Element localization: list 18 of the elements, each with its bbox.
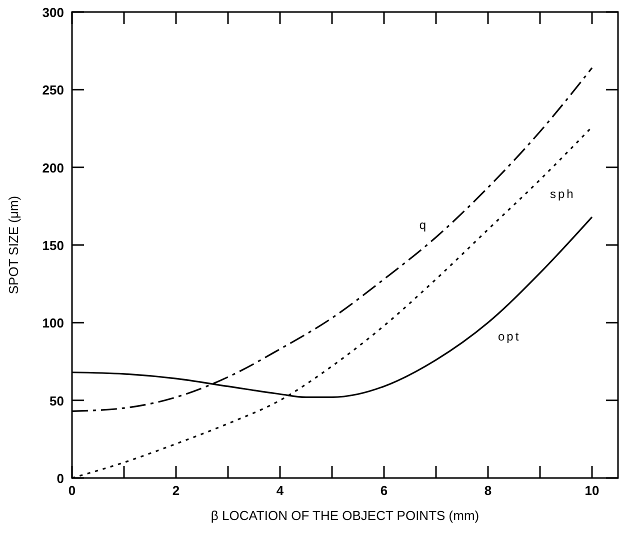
x-axis-title: β LOCATION OF THE OBJECT POINTS (mm)	[210, 508, 480, 523]
y-axis-title: SPOT SIZE (μm)	[6, 196, 21, 294]
y-tick-label: 100	[42, 316, 64, 331]
y-tick-label: 250	[42, 82, 64, 98]
x-tick-label: 10	[584, 483, 600, 498]
y-tick-label: 150	[42, 238, 64, 253]
y-tick-label: 50	[50, 393, 64, 408]
x-tick-label: 6	[380, 483, 388, 498]
x-tick-label: 2	[172, 483, 180, 498]
series-label: sph	[550, 186, 576, 201]
x-tick-label: 4	[276, 483, 284, 498]
y-tick-label: 0	[56, 471, 64, 486]
y-tick-label: 200	[42, 160, 64, 176]
series-label: q	[419, 218, 428, 232]
y-tick-label: 300	[42, 5, 64, 20]
x-tick-label: 0	[68, 483, 76, 498]
x-tick-label: 8	[484, 483, 492, 498]
series-label: opt	[498, 330, 521, 344]
